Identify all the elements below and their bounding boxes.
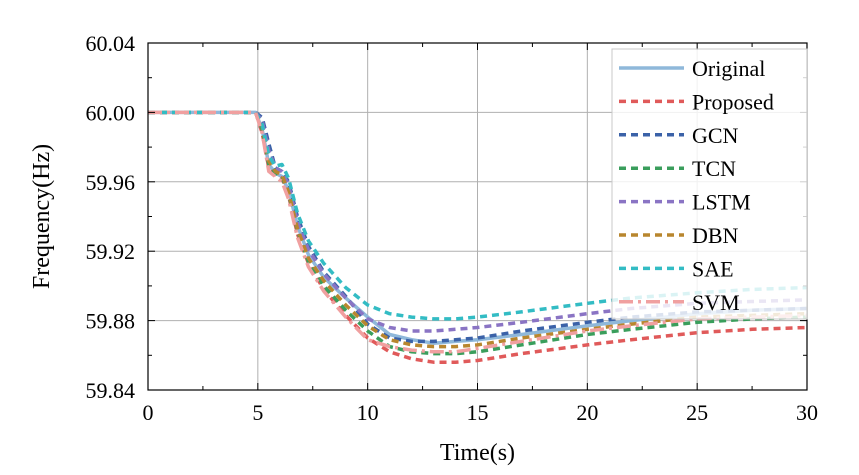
legend-label-gcn: GCN — [692, 123, 739, 148]
x-tick-label: 0 — [143, 400, 154, 425]
legend-label-dbn: DBN — [692, 223, 739, 248]
y-tick-label: 59.96 — [86, 170, 136, 195]
legend: Original Proposed GCN TCN LSTM DBN SAE SVM — [611, 48, 808, 320]
y-tick-label: 60.04 — [86, 31, 136, 56]
legend-label-original: Original — [692, 56, 765, 81]
y-tick-label: 59.92 — [86, 239, 136, 264]
y-tick-label: 60.00 — [86, 100, 136, 125]
legend-box — [611, 48, 808, 320]
legend-label-sae: SAE — [692, 256, 734, 281]
legend-label-svm: SVM — [692, 290, 740, 315]
legend-label-tcn: TCN — [692, 156, 736, 181]
x-tick-label: 30 — [796, 400, 818, 425]
y-tick-label: 59.88 — [86, 309, 136, 334]
ticks — [147, 42, 808, 391]
series-layer — [148, 110, 808, 364]
x-tick-label: 10 — [357, 400, 379, 425]
x-tick-label: 20 — [576, 400, 598, 425]
x-tick-label: 25 — [686, 400, 708, 425]
legend-label-lstm: LSTM — [692, 190, 751, 215]
x-axis-label: Time(s) — [440, 440, 515, 466]
x-tick-label: 5 — [252, 400, 263, 425]
legend-label-proposed: Proposed — [692, 89, 774, 114]
y-axis-label: Frequency(Hz) — [29, 144, 55, 289]
series-line-sae — [148, 110, 808, 321]
tick-labels: 0 5 10 15 20 25 30 59.84 59.88 59.92 59.96 60.00 60.… — [86, 31, 819, 425]
y-tick-label: 59.84 — [86, 378, 136, 403]
series-line-svm — [148, 110, 808, 354]
x-tick-label: 15 — [467, 400, 489, 425]
